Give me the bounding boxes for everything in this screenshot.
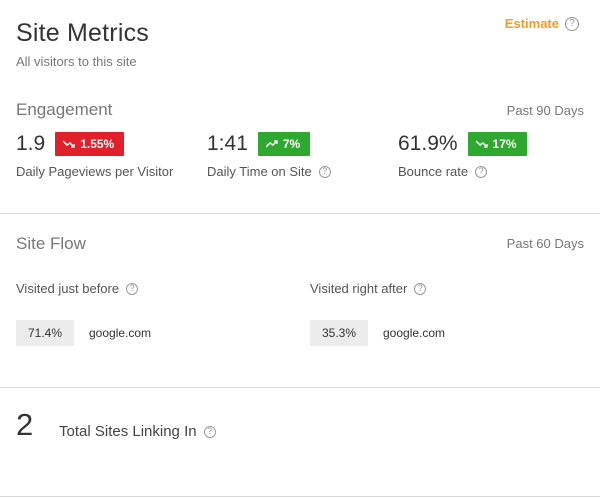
linking-label: Total Sites Linking In — [59, 423, 197, 440]
linking-count: 2 — [16, 407, 34, 442]
linking-label-row: Total Sites Linking In ? — [59, 423, 216, 440]
help-icon[interactable]: ? — [565, 16, 579, 31]
page-title: Site Metrics — [16, 19, 149, 47]
section-divider — [0, 213, 600, 214]
visited-after-percent: 35.3% — [310, 320, 368, 346]
help-icon[interactable]: ? — [475, 165, 488, 178]
change-badge: 17% — [467, 132, 527, 156]
trend-up-icon — [265, 140, 278, 148]
metric-value: 61.9% — [398, 132, 458, 155]
metric-label-time-on-site: Daily Time on Site ? — [207, 164, 331, 179]
estimate-link[interactable]: Estimate ? — [505, 16, 579, 31]
metric-bounce-rate: 61.9% 17% — [398, 132, 527, 156]
visited-after-label: Visited right after ? — [310, 281, 427, 296]
metric-time-on-site: 1:41 7% — [207, 132, 311, 156]
metric-pageviews: 1.9 1.55% — [16, 132, 125, 156]
estimate-label: Estimate — [504, 16, 559, 31]
metric-value: 1.9 — [16, 132, 46, 155]
metric-label-pageviews: Daily Pageviews per Visitor — [16, 164, 173, 179]
trend-down-icon — [63, 140, 75, 148]
section-divider — [0, 496, 600, 497]
change-value: 1.55% — [80, 137, 115, 151]
metric-label: Daily Pageviews per Visitor — [16, 164, 174, 179]
visited-before-percent: 71.4% — [16, 320, 74, 346]
flow-label: Visited right after — [310, 281, 408, 296]
engagement-period: Past 90 Days — [506, 103, 584, 118]
change-badge: 7% — [257, 132, 311, 156]
site-flow-period: Past 60 Days — [506, 236, 584, 251]
visited-before-label: Visited just before ? — [16, 281, 139, 296]
page-subtitle: All visitors to this site — [16, 54, 137, 69]
help-icon[interactable]: ? — [414, 282, 427, 295]
change-value: 17% — [492, 137, 517, 151]
metric-label: Daily Time on Site — [207, 164, 312, 179]
change-value: 7% — [282, 137, 301, 151]
site-flow-title: Site Flow — [16, 234, 86, 253]
help-icon[interactable]: ? — [203, 425, 216, 438]
trend-down-icon — [475, 140, 488, 148]
section-divider — [0, 387, 600, 388]
visited-after-site[interactable]: google.com — [383, 326, 446, 340]
help-icon[interactable]: ? — [126, 282, 139, 295]
flow-label: Visited just before — [16, 281, 120, 296]
metric-value: 1:41 — [207, 132, 248, 155]
change-badge: 1.55% — [55, 132, 125, 156]
help-icon[interactable]: ? — [318, 165, 331, 178]
metric-label-bounce-rate: Bounce rate ? — [398, 164, 488, 179]
engagement-title: Engagement — [16, 100, 113, 119]
metric-label: Bounce rate — [398, 164, 469, 179]
visited-before-site[interactable]: google.com — [89, 326, 152, 340]
